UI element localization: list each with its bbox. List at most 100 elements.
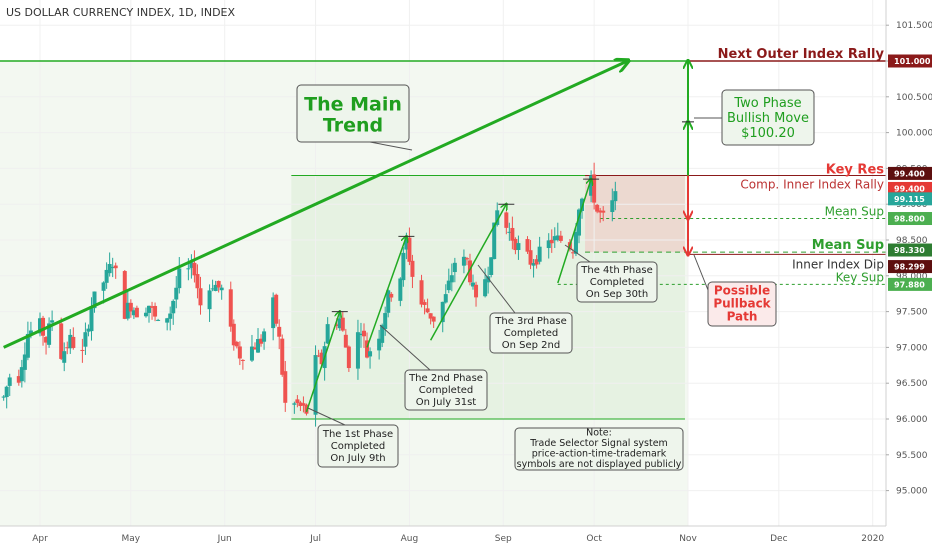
candle-body <box>280 338 285 375</box>
main-trend-arrow <box>3 61 628 349</box>
candle-body <box>558 235 563 241</box>
phase4-callout-text: Completed <box>590 277 645 288</box>
candle-body <box>431 316 436 322</box>
candle-body <box>228 289 233 327</box>
tag-inner-dip: 98.299 <box>894 263 925 272</box>
x-tick-label: Jun <box>217 534 232 544</box>
pullback-callout-text: Possible <box>714 284 770 298</box>
phase-arrow-1 <box>305 312 339 413</box>
phase1-callout-text: Completed <box>331 441 386 452</box>
two-phase-callout-text: Bullish Move <box>727 111 809 126</box>
y-tick-label: 100.000 <box>896 129 932 139</box>
phase2-callout-text: The 2nd Phase <box>408 373 483 384</box>
candle-body <box>122 271 127 319</box>
candle-body <box>150 306 155 308</box>
candle-body <box>174 287 179 300</box>
candle-body <box>22 354 27 370</box>
candle-body <box>365 340 370 358</box>
tag-comp-inner-bg <box>888 181 932 195</box>
candle-body <box>425 308 430 313</box>
candle-body <box>62 351 67 363</box>
pullback-callout-text: Pullback <box>713 297 771 311</box>
candle-body <box>128 302 133 312</box>
candle-body <box>262 331 267 342</box>
tag-key-sup: 97.880 <box>894 280 925 289</box>
candle-body <box>277 326 282 337</box>
candle-body <box>198 288 203 306</box>
candle-body <box>271 297 276 329</box>
candle-body <box>92 291 97 309</box>
tag-key-sup-bg <box>888 277 932 291</box>
label-comp-inner-rally: Comp. Inner Index Rally <box>740 178 884 192</box>
phase3-callout-box <box>489 312 573 354</box>
candle-body <box>41 317 46 336</box>
candle-body <box>325 324 330 344</box>
tag-inner-dip-bg <box>888 260 932 274</box>
candle-body <box>153 305 158 317</box>
y-axis-pane <box>886 0 932 550</box>
candle-body <box>570 252 575 254</box>
x-tick-label: Dec <box>770 534 787 544</box>
phase1-callout-text: On July 9th <box>330 453 385 464</box>
tag-mean-sup-2-bg <box>888 243 932 257</box>
candle-body <box>486 276 491 283</box>
candle-body <box>446 280 451 291</box>
candle-body <box>404 237 409 250</box>
chart-title: US DOLLAR CURRENCY INDEX, 1D, INDEX <box>6 6 236 19</box>
candle-body <box>422 302 427 305</box>
pullback-zone <box>585 175 685 253</box>
phase3-callout-text: Completed <box>504 328 559 339</box>
tag-last-price: 99.115 <box>894 195 925 204</box>
candle-body <box>25 333 30 358</box>
candle-body <box>68 334 73 349</box>
tag-101000: 101.000 <box>894 57 931 66</box>
candle-body <box>552 236 557 241</box>
candle-body <box>474 284 479 298</box>
candle-body <box>7 377 12 386</box>
candle-body <box>47 323 52 345</box>
tag-last-price-bg <box>888 192 932 206</box>
candle-body <box>28 330 33 335</box>
candle-body <box>4 386 9 398</box>
candle-body <box>213 284 218 291</box>
candle-body <box>555 235 560 241</box>
candle-body <box>240 359 245 361</box>
label-key-res: Key Res <box>826 163 884 178</box>
candle-body <box>386 290 391 313</box>
candle-body <box>71 336 76 348</box>
x-tick-label: Jul <box>309 534 321 544</box>
two-phase-callout-text: Two Phase <box>733 96 801 111</box>
y-tick-label: 97.500 <box>896 308 928 318</box>
y-tick-label: 95.000 <box>896 487 928 497</box>
candle-body <box>65 347 70 349</box>
two-phase-callout-text: $100.20 <box>741 126 795 141</box>
candle-body <box>195 274 200 289</box>
phase3-callout-pointer <box>477 264 516 314</box>
label-mean-sup-1: Mean Sup <box>825 205 884 219</box>
x-axis-pane <box>0 526 886 550</box>
phase2-callout-text: On July 31st <box>416 397 476 408</box>
candle-body <box>410 260 415 277</box>
candle-body <box>165 318 170 323</box>
candle-body <box>110 266 115 269</box>
candle-body <box>358 333 363 336</box>
phase-arrow-2 <box>366 236 406 348</box>
tag-mean-sup-1-bg <box>888 212 932 226</box>
phase1-callout-pointer <box>307 407 346 426</box>
candle-body <box>610 200 615 213</box>
candle-body <box>428 313 433 319</box>
candle-body <box>44 337 49 343</box>
y-tick-label: 96.500 <box>896 379 928 389</box>
candle-body <box>80 349 85 351</box>
candle-body <box>283 371 288 403</box>
candle-body <box>301 403 306 406</box>
candle-body <box>546 240 551 249</box>
tag-101000-bg <box>888 54 932 68</box>
candle-body <box>101 282 106 291</box>
x-tick-label: Nov <box>679 534 697 544</box>
candle-body <box>143 312 148 317</box>
candle-body <box>168 313 173 319</box>
